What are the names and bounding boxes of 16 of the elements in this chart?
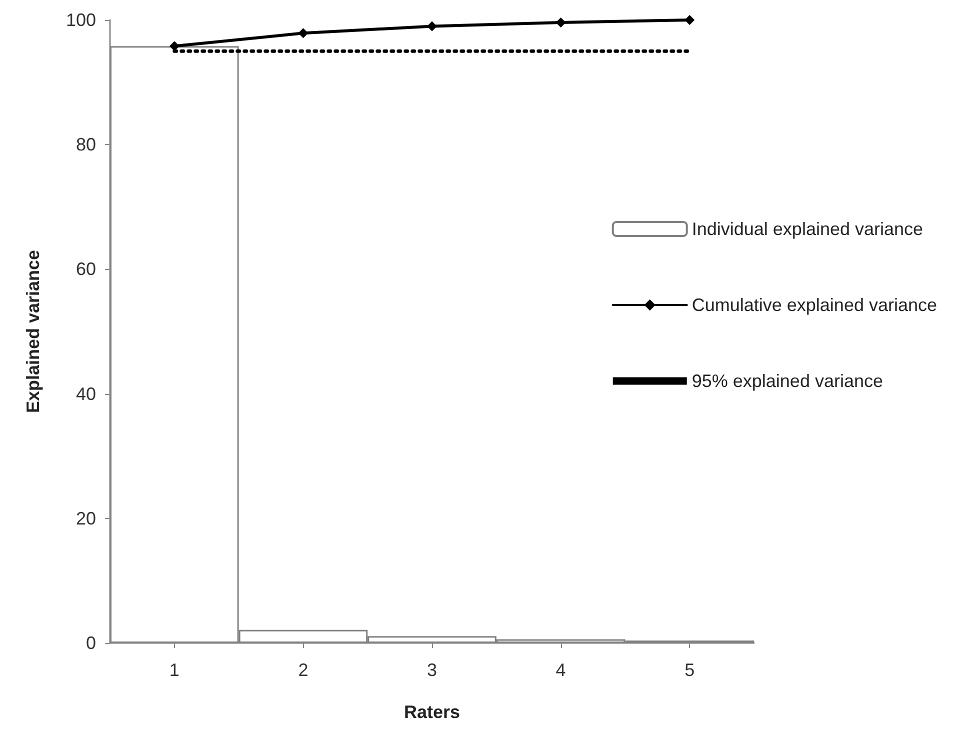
legend-label: Individual explained variance — [692, 219, 924, 239]
y-tick-label: 100 — [66, 10, 96, 30]
y-tick-label: 40 — [76, 384, 96, 404]
x-tick-label: 1 — [169, 660, 180, 680]
legend-label: Cumulative explained variance — [692, 295, 938, 315]
y-axis-title: Explained variance — [23, 250, 43, 414]
x-tick-label: 3 — [426, 660, 438, 680]
legend-label: 95% explained variance — [692, 371, 884, 391]
y-tick-label: 60 — [76, 259, 96, 280]
y-tick-label: 80 — [76, 134, 96, 155]
x-tick-label: 5 — [684, 660, 695, 680]
y-tick-label: 0 — [86, 633, 96, 653]
x-tick-label: 4 — [556, 660, 566, 680]
x-tick-label: 2 — [298, 660, 308, 680]
y-tick-label: 20 — [76, 508, 96, 528]
x-axis-title: Raters — [404, 702, 460, 722]
